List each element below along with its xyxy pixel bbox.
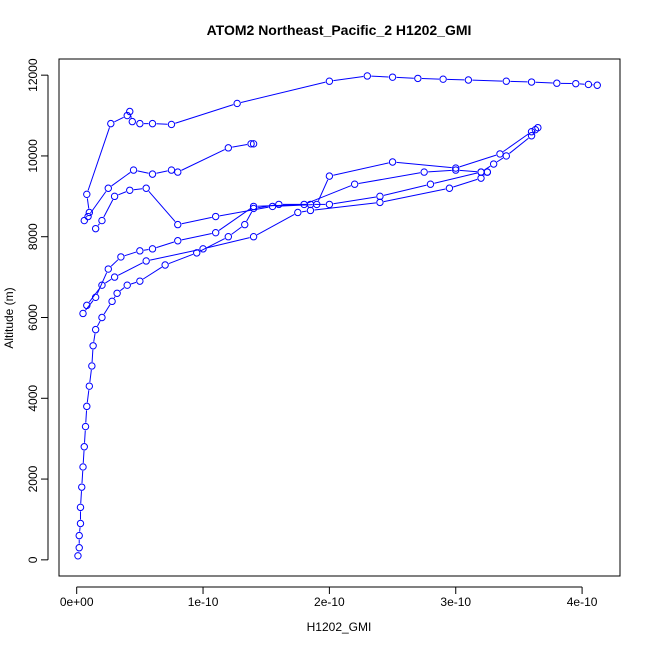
x-tick-label: 4e-10 <box>567 595 598 609</box>
series-line-segment <box>510 81 527 82</box>
y-tick-label: 6000 <box>26 304 40 331</box>
y-tick-label: 10000 <box>26 139 40 173</box>
series-line-segment <box>86 216 87 217</box>
series-line-segment <box>484 175 485 176</box>
y-tick-label: 4000 <box>26 385 40 412</box>
x-tick-label: 2e-10 <box>314 595 345 609</box>
chart-title: ATOM2 Northeast_Pacific_2 H1202_GMI <box>207 22 472 38</box>
y-tick-label: 8000 <box>26 223 40 250</box>
series-line-segment <box>447 79 464 80</box>
x-axis-label: H1202_GMI <box>307 620 372 634</box>
y-tick-label: 2000 <box>26 465 40 492</box>
y-tick-label: 12000 <box>26 58 40 92</box>
series-line-segment <box>422 79 439 80</box>
x-tick-label: 1e-10 <box>188 595 219 609</box>
y-axis-label: Altitude (m) <box>2 287 16 348</box>
y-tick-label: 0 <box>26 556 40 563</box>
series-line-segment <box>114 297 115 298</box>
x-tick-label: 3e-10 <box>440 595 471 609</box>
x-tick-label: 0e+00 <box>60 595 94 609</box>
